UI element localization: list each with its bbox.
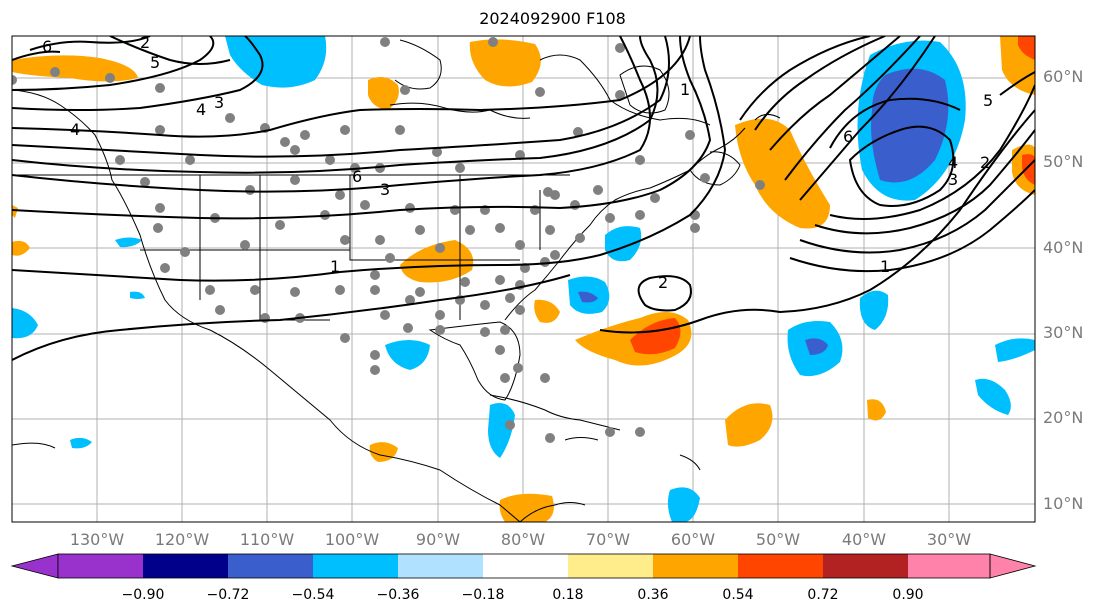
lon-label: 70°W: [585, 530, 631, 549]
colorbar-tick-label: 0.18: [552, 587, 584, 603]
colorbar-tick-label: 0.90: [892, 587, 924, 603]
lon-label: 60°W: [670, 530, 716, 549]
colorbar-frame: [57, 553, 991, 579]
positive-anomaly-shading: [12, 36, 1035, 522]
contour-label: 2: [140, 33, 150, 52]
colorbar-segment: [58, 554, 143, 578]
colorbar-segment: [568, 554, 653, 578]
colorbar-tick-label: −0.54: [291, 587, 335, 603]
lon-label: 80°W: [500, 530, 546, 549]
lat-label: 10°N: [1043, 494, 1084, 513]
colorbar-segment: [398, 554, 483, 578]
contour-label: 6: [843, 127, 853, 146]
colorbar-segment: [228, 554, 313, 578]
negative-anomaly-shading: [12, 36, 1035, 522]
lon-label: 40°W: [841, 530, 887, 549]
contour-label: 1: [330, 257, 340, 276]
coastlines: [12, 39, 781, 522]
colorbar-segment: [908, 554, 990, 578]
colorbar-tick-label: 0.36: [637, 587, 669, 603]
lon-label: 50°W: [755, 530, 801, 549]
contour-label: 1: [680, 80, 690, 99]
lon-label: 110°W: [239, 530, 295, 549]
contour-label: 6: [42, 37, 52, 56]
lon-label: 100°W: [324, 530, 380, 549]
colorbar-extend-max: [989, 553, 1037, 579]
colorbar-segment: [738, 554, 823, 578]
colorbar-tick-label: −0.72: [206, 587, 250, 603]
contour-label: 2: [980, 153, 990, 172]
map-title: 2024092900 F108: [479, 9, 626, 28]
contour-label: 4: [70, 120, 80, 139]
colorbar: [10, 553, 1037, 579]
contour-label: 6: [352, 167, 362, 186]
contour-label: 3: [214, 93, 224, 112]
lon-label: 90°W: [415, 530, 461, 549]
contour-labels: 6 5 4 3 2 1 6 3 4 2 1 6 5 4 3 2 1: [42, 33, 993, 292]
colorbar-tick-label: −0.90: [121, 587, 165, 603]
lat-label: 20°N: [1043, 408, 1084, 427]
contour-lines: [12, 36, 1035, 361]
colorbar-tick-label: −0.18: [461, 587, 505, 603]
contour-label: 1: [880, 257, 890, 276]
contour-label: 2: [658, 273, 668, 292]
contour-label: 3: [948, 170, 958, 189]
contour-label: 3: [380, 180, 390, 199]
lat-label: 50°N: [1043, 152, 1084, 171]
colorbar-segment: [653, 554, 738, 578]
colorbar-segment: [483, 554, 568, 578]
map-frame: [11, 35, 1036, 523]
contour-label: 5: [150, 53, 160, 72]
contour-label: 4: [948, 153, 958, 172]
lon-label: 30°W: [926, 530, 972, 549]
lat-label: 60°N: [1043, 67, 1084, 86]
colorbar-tick-label: 0.54: [722, 587, 754, 603]
colorbar-segment: [313, 554, 398, 578]
colorbar-tick-label: 0.72: [807, 587, 839, 603]
contour-label: 5: [983, 91, 993, 110]
lon-label: 130°W: [69, 530, 125, 549]
colorbar-extend-min: [10, 553, 59, 579]
station-dots: [12, 37, 765, 443]
lat-label: 30°N: [1043, 323, 1084, 342]
colorbar-tick-label: −0.36: [376, 587, 420, 603]
contour-label: 4: [196, 100, 206, 119]
colorbar-segment: [143, 554, 228, 578]
lat-label: 40°N: [1043, 238, 1084, 257]
colorbar-segment: [823, 554, 908, 578]
lon-label: 120°W: [154, 530, 210, 549]
